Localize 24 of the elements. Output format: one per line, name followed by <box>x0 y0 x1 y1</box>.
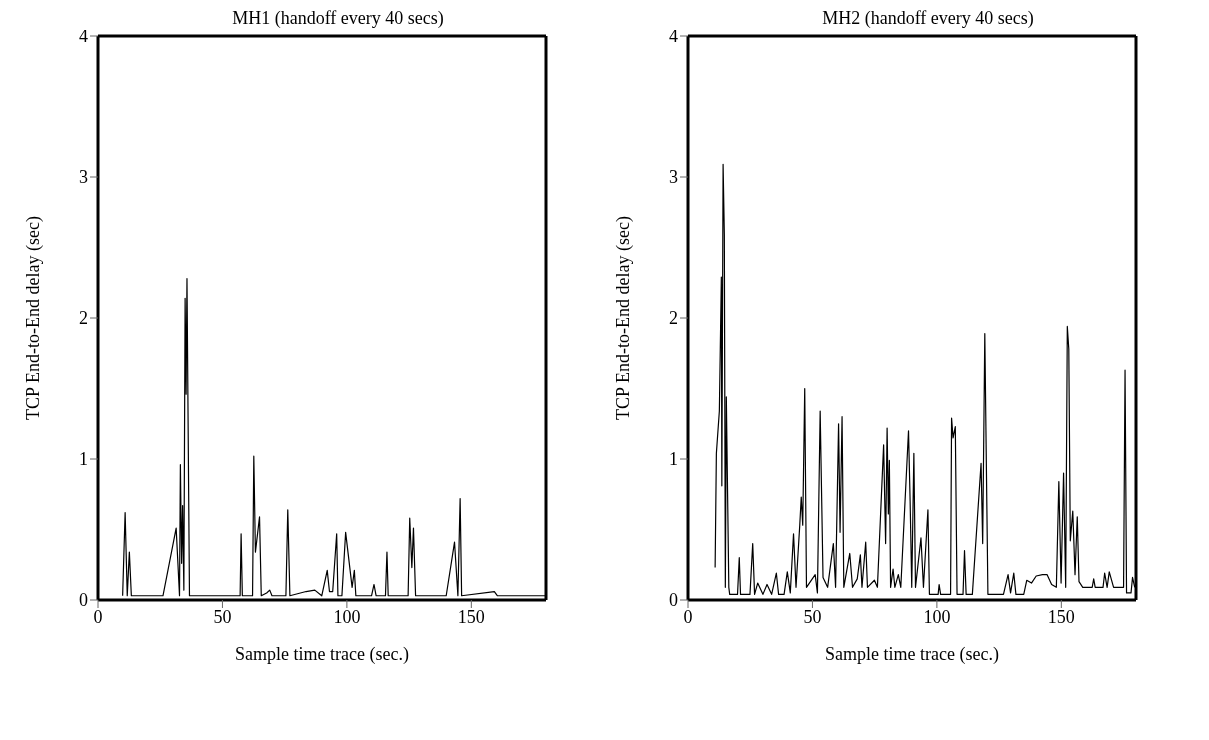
x-axis-title: Sample time trace (sec.) <box>825 644 999 665</box>
x-tick-label: 150 <box>1047 606 1075 627</box>
x-tick-label: 50 <box>213 606 232 627</box>
x-axis-title: Sample time trace (sec.) <box>235 644 409 665</box>
x-tick-label: 100 <box>333 606 361 627</box>
y-tick-label: 3 <box>79 167 88 188</box>
y-tick-label: 0 <box>669 590 678 611</box>
y-axis-title: TCP End-to-End delay (sec) <box>23 216 45 420</box>
x-tick-label: 0 <box>683 606 693 627</box>
y-axis-title: TCP End-to-End delay (sec) <box>613 216 635 420</box>
x-tick-label: 50 <box>803 606 822 627</box>
y-tick-label: 1 <box>669 449 678 470</box>
chart-title: MH2 (handoff every 40 secs) <box>822 8 1034 28</box>
y-tick-label: 4 <box>669 26 678 47</box>
x-tick-label: 100 <box>923 606 951 627</box>
y-tick-label: 0 <box>79 590 88 611</box>
y-tick-label: 3 <box>669 167 678 188</box>
chart-title: MH1 (handoff every 40 secs) <box>232 8 444 28</box>
y-tick-label: 1 <box>79 449 88 470</box>
y-tick-label: 2 <box>79 308 88 329</box>
y-tick-label: 2 <box>669 308 678 329</box>
y-tick-label: 4 <box>79 26 88 47</box>
x-tick-label: 150 <box>457 606 485 627</box>
x-tick-label: 0 <box>93 606 103 627</box>
